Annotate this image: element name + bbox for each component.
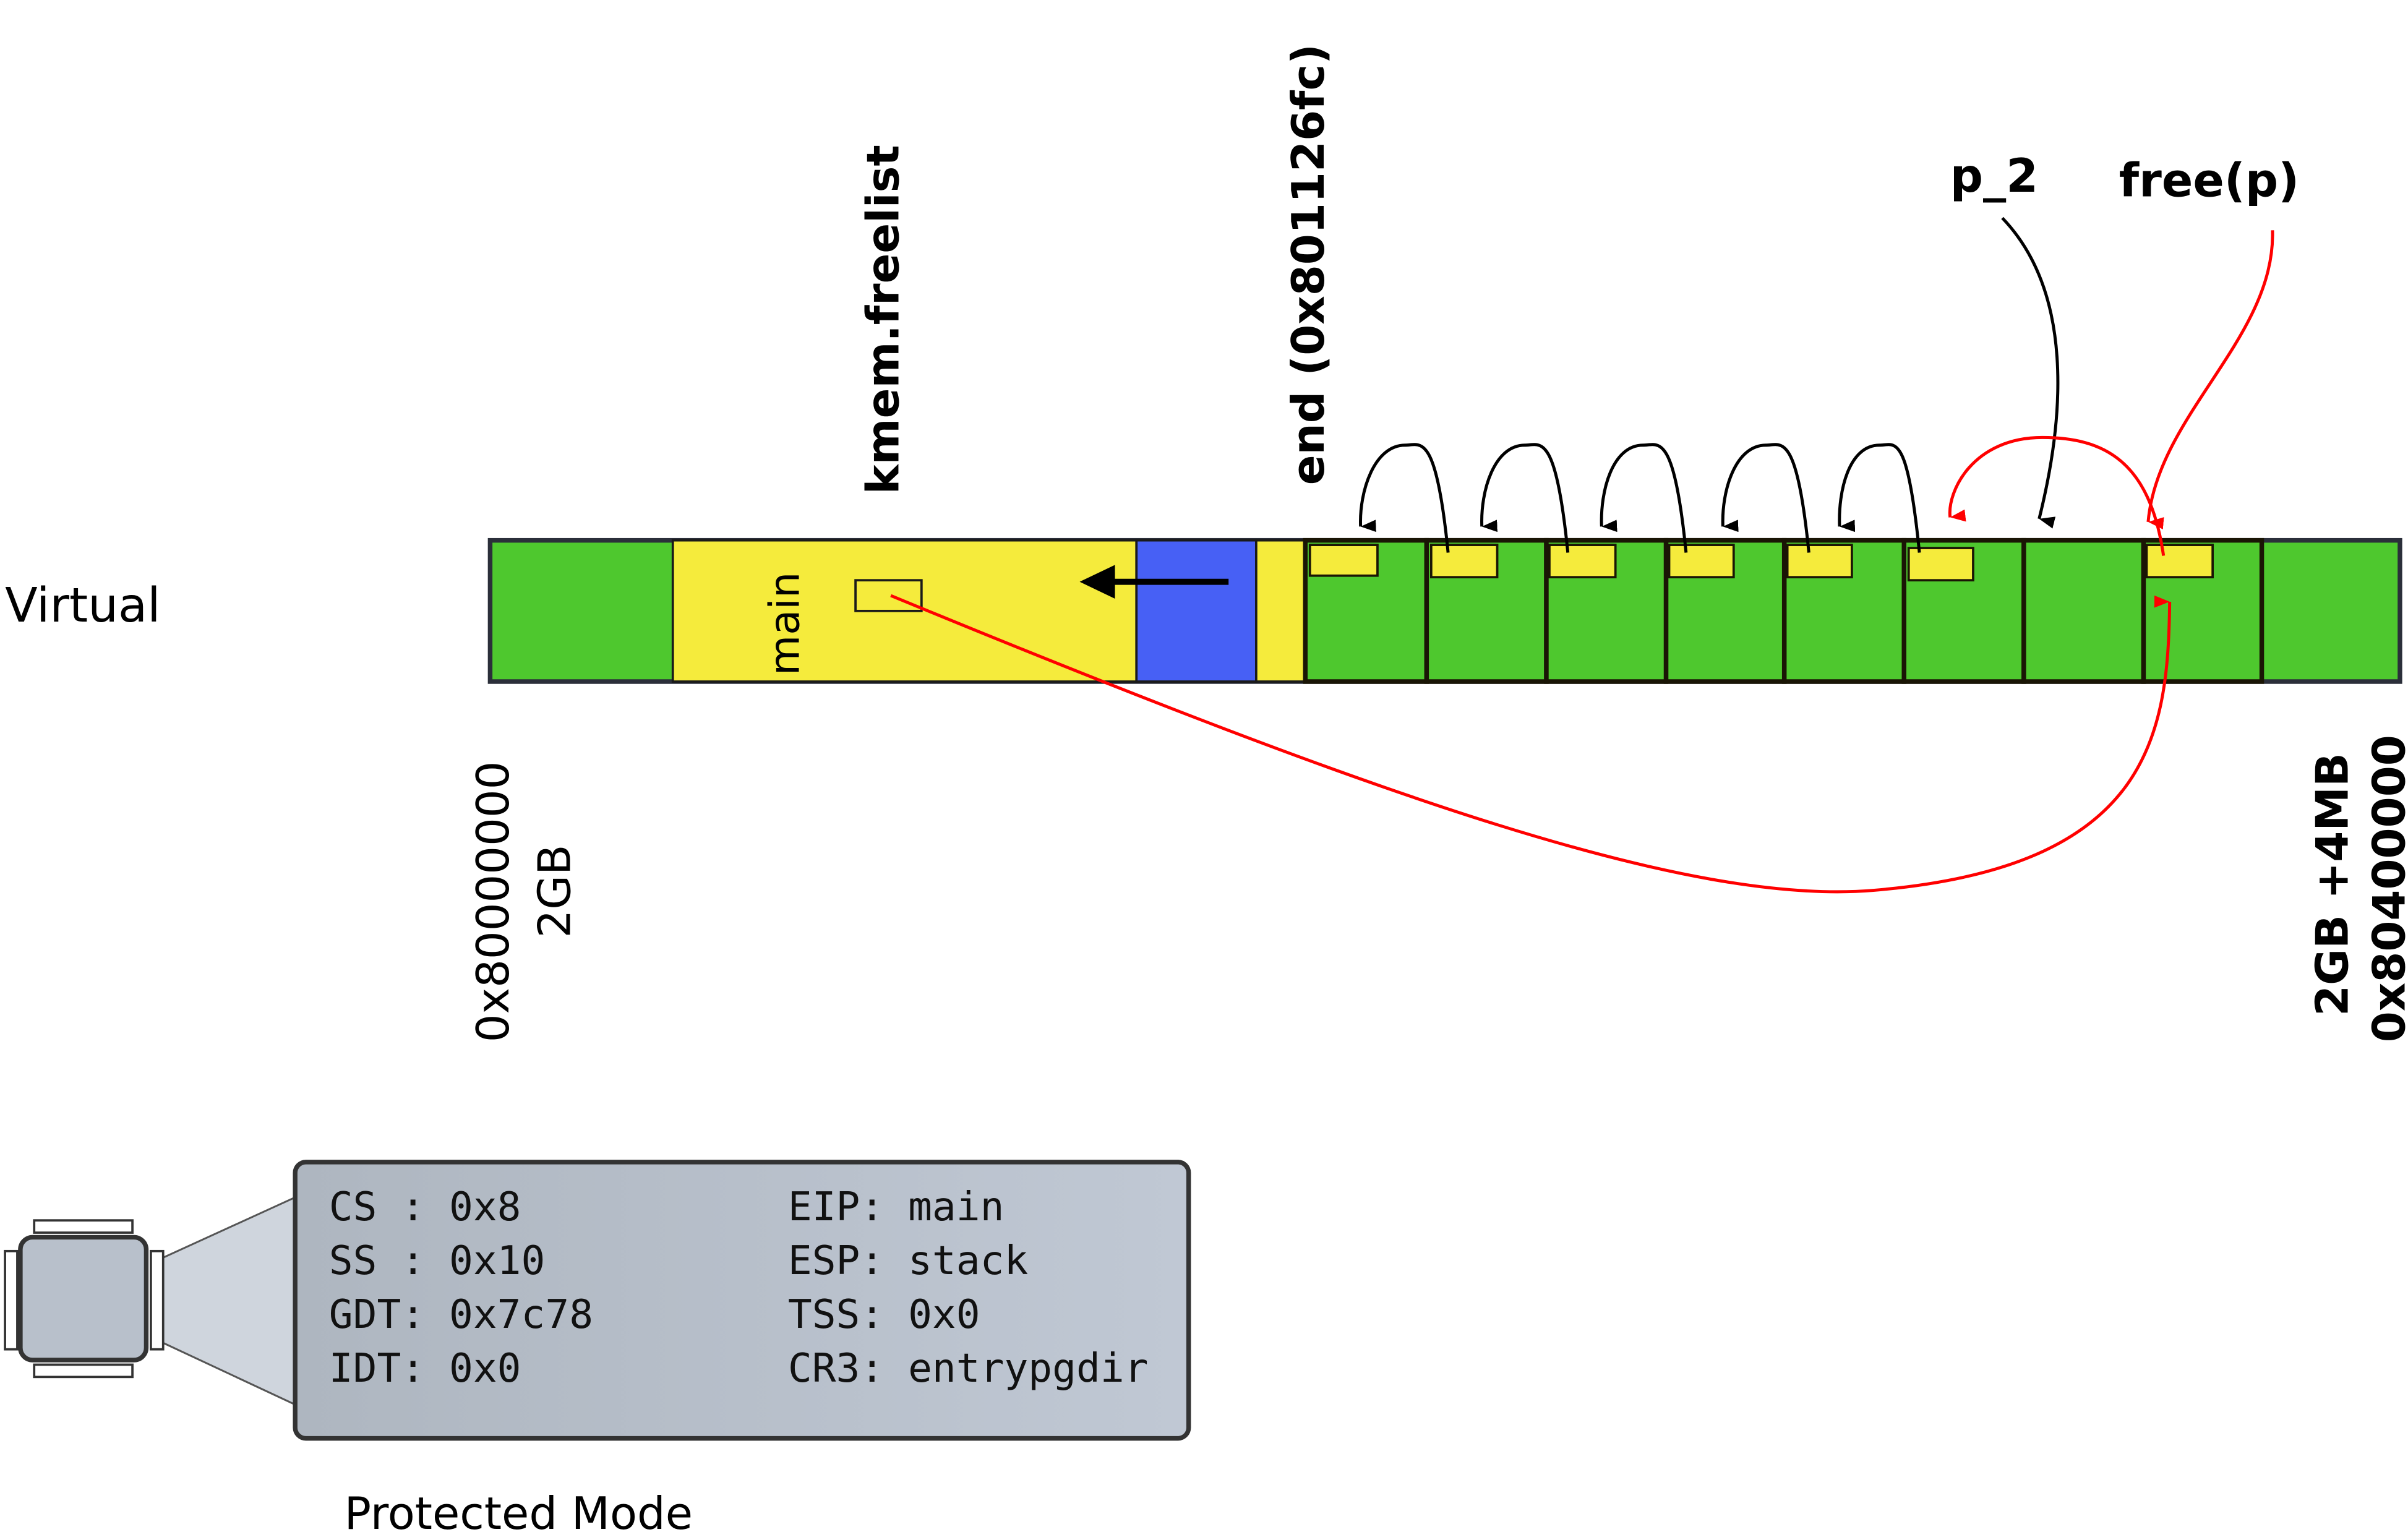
free-call-arrow [2146,230,2274,529]
next-pointer-box [2145,544,2214,579]
end-size-label: 2GB +4MB [2307,753,2359,1016]
freelist-link-arrow [1480,443,1570,553]
kmem-freelist-label: kmem.freelist [857,145,909,494]
freelist-link-arrow [1721,443,1810,553]
cpu-chip-icon [4,1196,296,1406]
register-tss: TSS: 0x0 [788,1291,980,1338]
main-marker [854,579,923,612]
next-pointer-box [1786,544,1853,579]
free-p-label: free(p) [2119,154,2299,208]
kernel-end-region [1255,539,1307,683]
freelist-link-arrow [1359,443,1450,553]
register-eip: EIP: main [788,1184,1005,1230]
register-panel: CS : 0x8 SS : 0x10 GDT: 0x7c78 IDT: 0x0 … [293,1160,1191,1441]
register-cs: CS : 0x8 [329,1184,521,1230]
register-idt: IDT: 0x0 [329,1345,521,1392]
main-to-page-arrow [890,594,2172,894]
next-pointer-box [1429,544,1499,579]
end-label: end (0x801126fc) [1282,44,1334,485]
register-esp: ESP: stack [788,1238,1028,1284]
stack-region [1135,539,1258,683]
freelist-links [1359,216,2060,553]
next-pointer-box [1548,544,1617,579]
page [2021,537,2146,684]
register-gdt: GDT: 0x7c78 [329,1291,593,1338]
freelist-link-arrow [1838,443,1921,553]
register-cr3: CR3: entrypgdir [788,1345,1149,1392]
freelist-direction-arrowhead [1079,565,1115,599]
next-pointer-box [1907,547,1974,582]
mode-label: Protected Mode [345,1487,693,1532]
p2-arrow [2001,216,2060,529]
free-arrows [890,230,2274,894]
end-address-label: 0x80400000 [2363,735,2408,1042]
callout [153,1196,296,1406]
next-pointer-box [1668,544,1735,579]
start-size-label: 2GB [528,845,580,938]
next-pointers [1308,544,2214,582]
p2-label: p_2 [1950,149,2038,203]
freelist-link-arrow [1600,443,1688,553]
main-label: main [760,572,808,675]
memory-bar: main [487,537,2402,684]
start-address-label: 0x80000000 [467,761,519,1043]
next-pointer-box [1308,544,1379,577]
virtual-label: Virtual [5,578,160,633]
register-ss: SS : 0x10 [329,1238,546,1284]
free-relink-arrow [1948,435,2166,556]
